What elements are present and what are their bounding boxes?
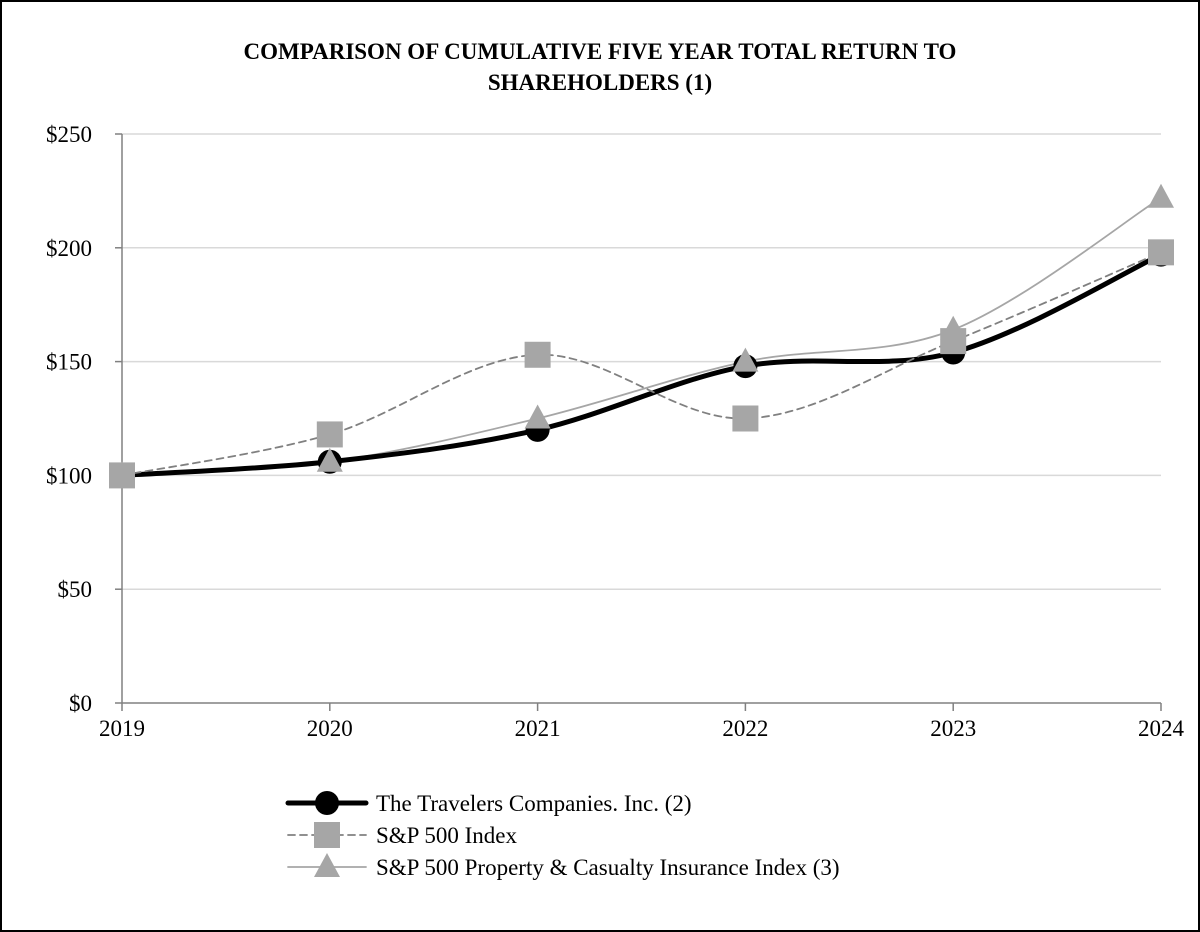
data-point-square-2022 [732,405,759,432]
x-tick-label: 2019 [99,716,145,741]
data-point-square-2024 [1148,239,1174,266]
legend-label: The Travelers Companies. Inc. (2) [376,791,692,816]
legend-marker-circle [315,791,339,815]
data-point-triangle-2024 [1148,183,1174,208]
y-tick-label: $250 [46,122,92,147]
data-point-square-2020 [316,421,343,448]
legend-marker-triangle [314,853,340,877]
x-tick-label: 2023 [930,716,976,741]
legend-label: S&P 500 Property & Casualty Insurance In… [376,855,840,880]
data-point-triangle-2021 [524,404,551,429]
chart-title: COMPARISON OF CUMULATIVE FIVE YEAR TOTAL… [0,36,1200,98]
x-tick-label: 2020 [307,716,353,741]
y-tick-label: $50 [58,577,93,602]
x-tick-label: 2021 [515,716,561,741]
y-tick-label: $0 [69,691,92,716]
x-tick-label: 2024 [1138,716,1185,741]
chart-title-line-2: SHAREHOLDERS (1) [487,70,713,95]
y-tick-label: $100 [46,463,92,488]
data-point-square-2023 [940,328,967,355]
legend-marker-square [314,822,340,848]
y-tick-label: $150 [46,350,92,375]
y-tick-label: $200 [46,236,92,261]
data-point-square-2019 [109,462,135,489]
legend-label: S&P 500 Index [376,823,517,848]
series-line-circle [119,252,1164,478]
series-line-triangle [121,196,1162,477]
series-line-square [121,251,1162,477]
chart-title-line-1: COMPARISON OF CUMULATIVE FIVE YEAR TOTAL… [243,39,957,64]
x-tick-label: 2022 [722,716,768,741]
data-point-triangle-2020 [316,447,343,472]
data-point-triangle-2022 [732,347,759,372]
data-point-square-2021 [524,341,551,368]
